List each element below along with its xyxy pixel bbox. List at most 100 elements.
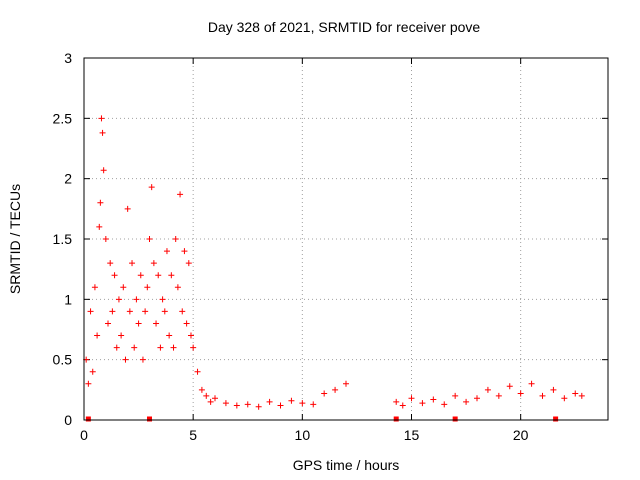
data-point <box>452 392 459 399</box>
data-point <box>183 320 190 327</box>
data-point <box>133 296 140 303</box>
zero-value-marker <box>147 416 152 422</box>
data-point <box>550 386 557 393</box>
data-point <box>94 332 101 339</box>
x-tick-label: 0 <box>80 427 88 443</box>
data-point <box>98 115 105 122</box>
data-point <box>139 356 146 363</box>
data-point <box>131 344 138 351</box>
plot-frame <box>83 57 609 421</box>
y-tick-label: 2.5 <box>53 110 73 126</box>
data-point <box>539 392 546 399</box>
data-point <box>161 308 168 315</box>
data-point <box>321 390 328 397</box>
y-tick-label: 2 <box>64 171 72 187</box>
data-point <box>277 402 284 409</box>
x-tick-label: 15 <box>404 427 420 443</box>
data-point <box>170 344 177 351</box>
data-point <box>266 398 273 405</box>
data-point <box>113 344 120 351</box>
data-point <box>177 191 184 198</box>
data-point <box>142 308 149 315</box>
data-points <box>83 115 585 422</box>
data-point <box>155 272 162 279</box>
data-point <box>129 260 136 267</box>
data-point <box>222 400 229 407</box>
zero-value-marker <box>553 416 559 422</box>
data-point <box>137 272 144 279</box>
data-point <box>148 184 155 191</box>
data-point <box>495 392 502 399</box>
data-point <box>194 368 201 375</box>
data-point <box>172 236 179 242</box>
y-tick-label: 1.5 <box>53 231 73 247</box>
y-tick-label: 1 <box>64 291 72 307</box>
data-point <box>99 129 106 136</box>
data-point <box>150 260 157 267</box>
data-point <box>126 308 133 315</box>
data-point <box>163 248 170 255</box>
data-point <box>174 284 181 291</box>
data-point <box>419 400 426 407</box>
data-point <box>578 392 585 399</box>
grid <box>84 58 608 420</box>
data-point <box>124 205 131 212</box>
data-point <box>96 223 103 230</box>
data-point <box>135 320 142 327</box>
y-tick-label: 0 <box>64 412 72 428</box>
data-point <box>441 401 448 408</box>
data-point <box>190 344 197 351</box>
data-point <box>109 308 116 315</box>
data-point <box>233 402 240 409</box>
data-point <box>115 296 122 303</box>
data-point <box>343 380 349 387</box>
data-point <box>87 308 94 315</box>
data-point <box>122 356 129 363</box>
data-point <box>166 332 173 339</box>
data-point <box>157 344 164 351</box>
data-point <box>168 272 175 279</box>
data-point <box>408 395 415 402</box>
data-point <box>399 402 406 409</box>
y-axis-label: SRMTID / TECUs <box>7 184 23 294</box>
data-point <box>102 236 109 242</box>
data-point <box>198 386 205 393</box>
data-point <box>484 386 491 393</box>
data-point <box>288 397 295 404</box>
data-point <box>153 320 160 327</box>
data-point <box>185 260 192 267</box>
data-point <box>85 380 92 387</box>
zero-value-marker <box>85 416 91 422</box>
data-point <box>430 396 437 403</box>
data-point <box>517 390 524 397</box>
data-point <box>181 248 188 255</box>
data-point <box>105 320 112 327</box>
y-tick-label: 0.5 <box>53 352 73 368</box>
data-point <box>159 296 166 303</box>
x-tick-label: 10 <box>295 427 311 443</box>
data-point <box>244 401 251 408</box>
axis-ticks: 0 5 10 15 20 0 0.5 1 1.5 2 2.5 3 <box>53 50 608 443</box>
data-point <box>107 260 114 267</box>
x-tick-label: 5 <box>189 427 197 443</box>
data-point <box>91 284 98 291</box>
data-point <box>572 390 579 397</box>
data-point <box>203 392 210 399</box>
data-point <box>111 272 118 279</box>
data-point <box>393 398 400 405</box>
data-point <box>100 167 107 174</box>
data-point <box>332 386 339 393</box>
data-point <box>207 398 214 405</box>
zero-value-marker <box>452 416 458 422</box>
x-tick-label: 20 <box>513 427 529 443</box>
data-point <box>463 398 470 405</box>
zero-value-marker <box>393 416 399 422</box>
data-point <box>89 368 96 375</box>
data-point <box>144 284 151 291</box>
data-point <box>561 395 568 402</box>
data-point <box>97 199 104 206</box>
data-point <box>187 332 194 339</box>
data-point <box>474 395 480 402</box>
data-point <box>299 400 306 407</box>
